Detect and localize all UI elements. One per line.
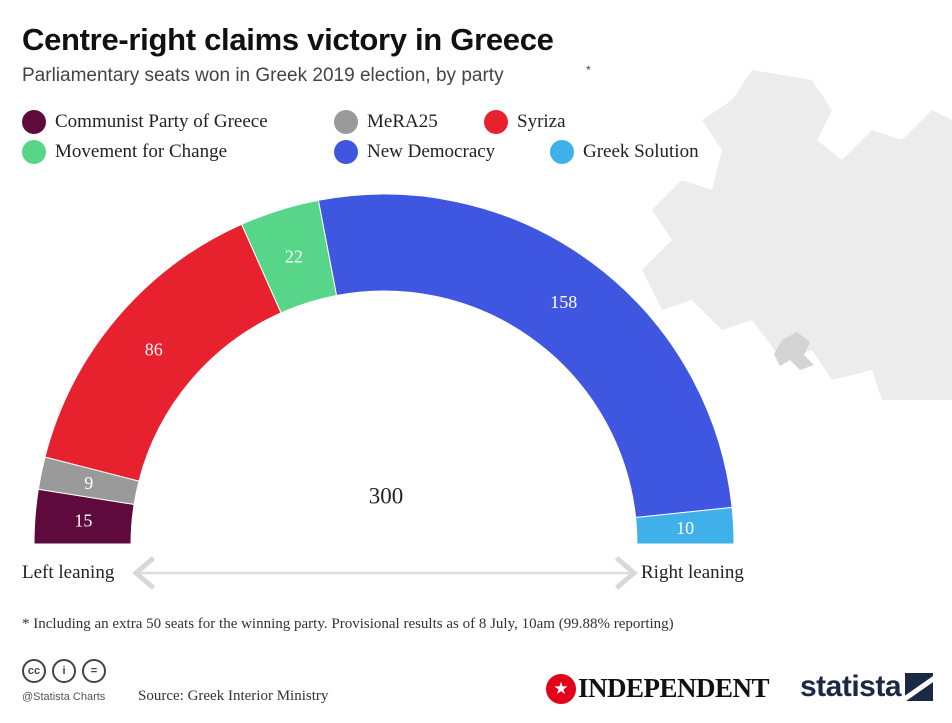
legend-label: Communist Party of Greece (55, 111, 268, 132)
legend-item-greek-solution: Greek Solution (550, 140, 699, 164)
source-text: Source: Greek Interior Ministry (138, 688, 329, 704)
independent-logo-text: INDEPENDENT (578, 673, 770, 703)
europe-map-background (642, 70, 952, 400)
left-leaning-label: Left leaning (22, 562, 115, 583)
arc-value-label-syriza: 86 (145, 339, 163, 359)
equals-icon[interactable]: = (82, 659, 106, 683)
legend-swatch (22, 140, 46, 164)
legend-swatch (334, 140, 358, 164)
arc-value-label-new-democracy: 158 (550, 292, 577, 312)
cc-icon[interactable]: cc (22, 659, 46, 683)
legend-swatch (334, 110, 358, 134)
legend-item-mera25: MeRA25 (334, 110, 438, 134)
legend-swatch (550, 140, 574, 164)
legend-swatch (484, 110, 508, 134)
statista-logo-text: statista (800, 670, 902, 703)
arc-value-label-movement-for-change: 22 (285, 246, 303, 266)
chart-title: Centre-right claims victory in Greece (22, 22, 554, 57)
statista-logo[interactable]: statista (800, 670, 934, 704)
eagle-icon: ★ (546, 673, 576, 704)
arc-segment-new-democracy (317, 193, 733, 519)
legend-item-new-democracy: New Democracy (334, 140, 495, 164)
subtitle-asterisk: * (586, 63, 591, 77)
person-icon[interactable]: i (52, 659, 76, 683)
footnote: * Including an extra 50 seats for the wi… (22, 616, 674, 632)
statista-mark-icon (905, 673, 934, 701)
chart-subtitle: Parliamentary seats won in Greek 2019 el… (22, 65, 504, 86)
independent-logo[interactable]: ★ INDEPENDENT (546, 673, 770, 704)
legend-item-syriza: Syriza (484, 110, 566, 134)
statista-charts-credit[interactable]: @Statista Charts (22, 691, 106, 703)
license-icons: cc i = (22, 659, 106, 683)
arc-segment-greek-solution (635, 506, 735, 545)
right-leaning-label: Right leaning (641, 562, 744, 583)
legend-label: MeRA25 (367, 111, 438, 132)
legend-swatch (22, 110, 46, 134)
legend-label: Greek Solution (583, 141, 699, 162)
total-seats-label: 300 (369, 484, 404, 509)
legend-label: Movement for Change (55, 141, 228, 162)
legend-label: New Democracy (367, 141, 496, 162)
legend-item-movement-for-change: Movement for Change (22, 140, 227, 164)
legend-item-communist: Communist Party of Greece (22, 110, 268, 134)
arc-segment-labels: 15 9 86 22 158 10 (74, 246, 694, 538)
legend-label: Syriza (517, 111, 566, 132)
arc-value-label-greek-solution: 10 (676, 518, 694, 538)
arc-value-label-mera25: 9 (84, 473, 93, 493)
arc-segment-syriza (44, 223, 282, 482)
arc-value-label-communist-party-of-greece: 15 (74, 510, 92, 530)
arc-segments (33, 193, 735, 545)
